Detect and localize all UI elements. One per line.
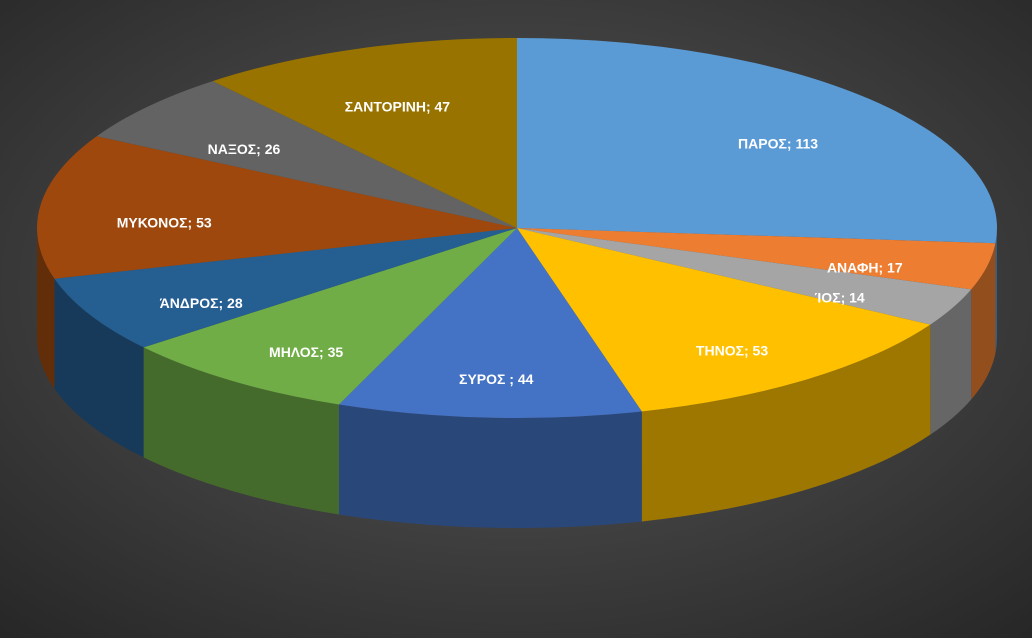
slice-side [930,289,972,435]
slice-side [37,228,55,389]
slice [517,38,997,244]
slice-side [971,243,996,400]
slice [212,38,517,228]
slice-side [143,347,339,515]
slice [96,81,518,228]
data-label: ΆΝΔΡΟΣ; 28 [160,295,243,311]
slice [338,228,642,418]
slice [36,136,517,279]
slice-side [54,278,144,458]
data-label: ΑΝΑΦΗ; 17 [827,259,903,275]
slice [517,228,931,412]
slice [54,228,517,348]
data-label: ΣΥΡΟΣ ; 44 [459,371,534,387]
data-label: ΜΥΚΟΝΟΣ; 53 [117,214,212,230]
data-label: ΊΟΣ; 14 [815,289,865,305]
slice [517,228,996,290]
data-label: ΤΗΝΟΣ; 53 [696,343,768,359]
data-label: ΜΗΛΟΣ; 35 [269,344,343,360]
slice-side [995,228,997,354]
slice [143,228,517,405]
slice-side [338,404,642,528]
data-label: ΝΑΞΟΣ; 26 [208,141,281,157]
data-label: ΣΑΝΤΟΡΙΝΗ; 47 [345,98,451,114]
data-label: ΠΑΡΟΣ; 113 [738,135,818,151]
slice-side [641,324,931,522]
slice [517,228,972,325]
